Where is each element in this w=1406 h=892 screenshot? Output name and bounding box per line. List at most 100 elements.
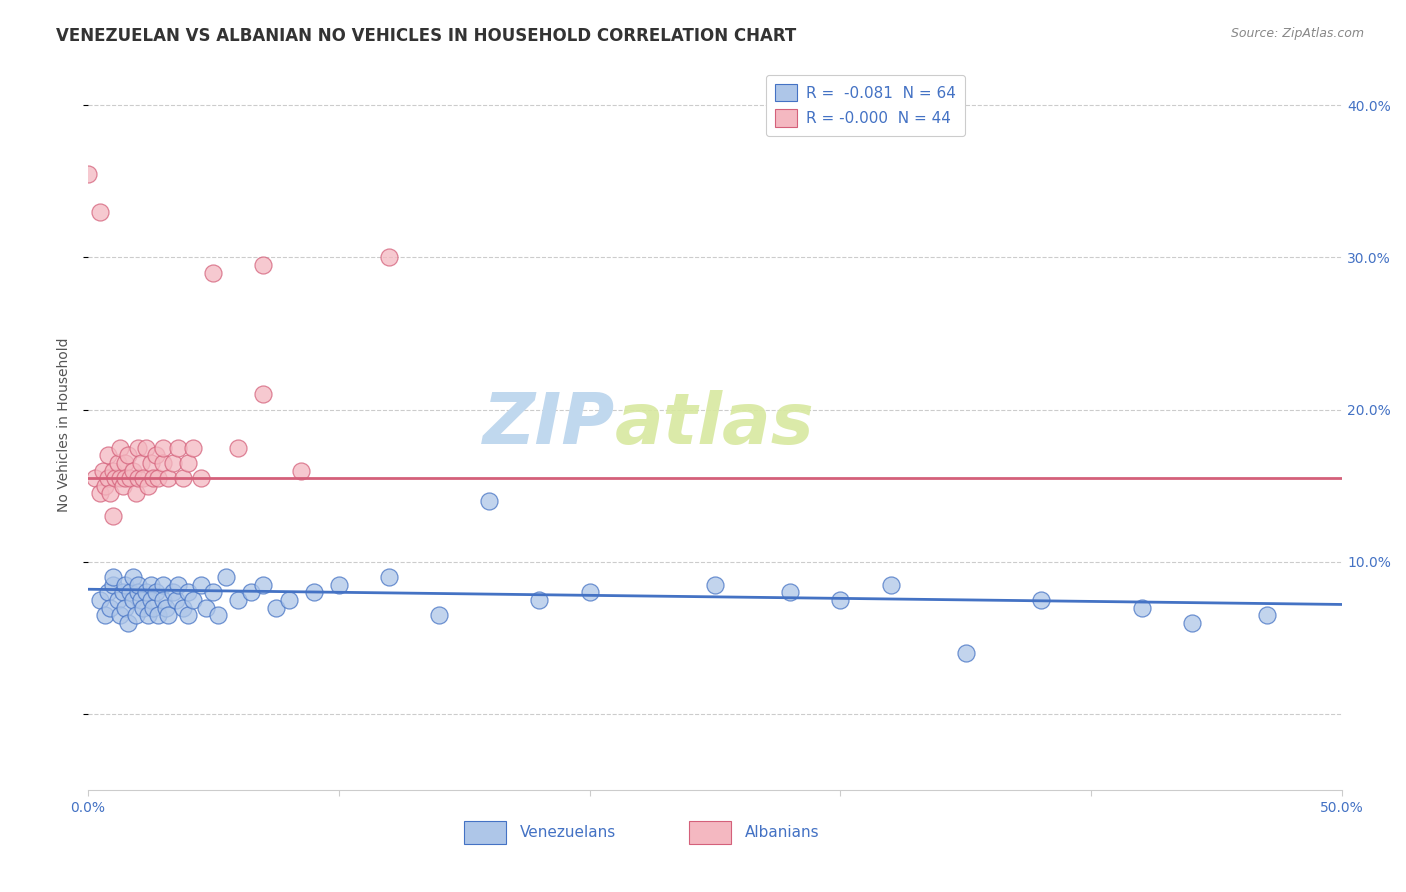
Point	[107, 456, 129, 470]
Point	[124, 486, 146, 500]
Point	[136, 608, 159, 623]
Point	[290, 464, 312, 478]
Point	[162, 456, 184, 470]
Point	[136, 479, 159, 493]
Point	[101, 509, 124, 524]
Point	[101, 570, 124, 584]
Point	[167, 577, 190, 591]
Point	[89, 486, 111, 500]
Point	[89, 204, 111, 219]
Point	[228, 593, 250, 607]
Point	[76, 167, 98, 181]
Point	[107, 593, 129, 607]
Point	[190, 577, 212, 591]
Point	[114, 456, 136, 470]
Point	[142, 471, 165, 485]
Point	[152, 593, 174, 607]
Point	[181, 441, 204, 455]
Point	[277, 593, 299, 607]
Point	[252, 577, 274, 591]
Point	[124, 608, 146, 623]
Point	[142, 600, 165, 615]
Point	[111, 479, 134, 493]
Point	[129, 593, 152, 607]
Point	[427, 608, 450, 623]
Point	[202, 585, 225, 599]
Point	[879, 577, 901, 591]
Point	[101, 464, 124, 478]
Point	[157, 471, 180, 485]
Text: Albanians: Albanians	[745, 824, 820, 839]
Point	[139, 456, 162, 470]
Point	[228, 441, 250, 455]
Point	[478, 494, 501, 508]
Point	[110, 441, 132, 455]
Point	[135, 585, 157, 599]
Point	[117, 615, 139, 630]
Point	[1031, 593, 1053, 607]
Point	[122, 464, 145, 478]
Text: ZIP: ZIP	[482, 391, 614, 459]
Point	[779, 585, 801, 599]
Point	[104, 471, 127, 485]
Point	[139, 593, 162, 607]
Point	[100, 486, 122, 500]
Point	[328, 577, 350, 591]
Point	[252, 387, 274, 401]
Point	[139, 577, 162, 591]
Point	[101, 577, 124, 591]
Point	[114, 600, 136, 615]
Point	[165, 593, 187, 607]
Point	[704, 577, 727, 591]
Point	[127, 441, 149, 455]
Point	[97, 471, 120, 485]
Point	[135, 441, 157, 455]
Point	[172, 600, 194, 615]
Point	[1256, 608, 1278, 623]
Point	[302, 585, 325, 599]
Point	[529, 593, 551, 607]
Point	[114, 577, 136, 591]
Point	[100, 600, 122, 615]
Point	[830, 593, 852, 607]
Text: VENEZUELAN VS ALBANIAN NO VEHICLES IN HOUSEHOLD CORRELATION CHART: VENEZUELAN VS ALBANIAN NO VEHICLES IN HO…	[56, 27, 796, 45]
Point	[177, 585, 200, 599]
Point	[194, 600, 217, 615]
Text: Source: ZipAtlas.com: Source: ZipAtlas.com	[1230, 27, 1364, 40]
Point	[239, 585, 262, 599]
Point	[1130, 600, 1153, 615]
Point	[110, 471, 132, 485]
Point	[110, 608, 132, 623]
Point	[89, 593, 111, 607]
Point	[152, 577, 174, 591]
Legend: R =  -0.081  N = 64, R = -0.000  N = 44: R = -0.081 N = 64, R = -0.000 N = 44	[766, 75, 965, 136]
Point	[146, 608, 169, 623]
Point	[127, 585, 149, 599]
Point	[127, 471, 149, 485]
Point	[215, 570, 238, 584]
Point	[207, 608, 229, 623]
Point	[1181, 615, 1204, 630]
Point	[129, 456, 152, 470]
Point	[120, 585, 142, 599]
Point	[162, 585, 184, 599]
Point	[181, 593, 204, 607]
Point	[97, 448, 120, 462]
Point	[157, 608, 180, 623]
Point	[122, 570, 145, 584]
Point	[172, 471, 194, 485]
Point	[177, 608, 200, 623]
Point	[84, 471, 107, 485]
Y-axis label: No Vehicles in Household: No Vehicles in Household	[58, 337, 72, 512]
Point	[146, 471, 169, 485]
Point	[378, 251, 401, 265]
Point	[955, 646, 977, 660]
Point	[117, 448, 139, 462]
Point	[114, 471, 136, 485]
Point	[127, 577, 149, 591]
Point	[94, 479, 117, 493]
Point	[264, 600, 287, 615]
Point	[145, 448, 167, 462]
Text: Venezuelans: Venezuelans	[520, 824, 616, 839]
Text: atlas: atlas	[614, 391, 814, 459]
